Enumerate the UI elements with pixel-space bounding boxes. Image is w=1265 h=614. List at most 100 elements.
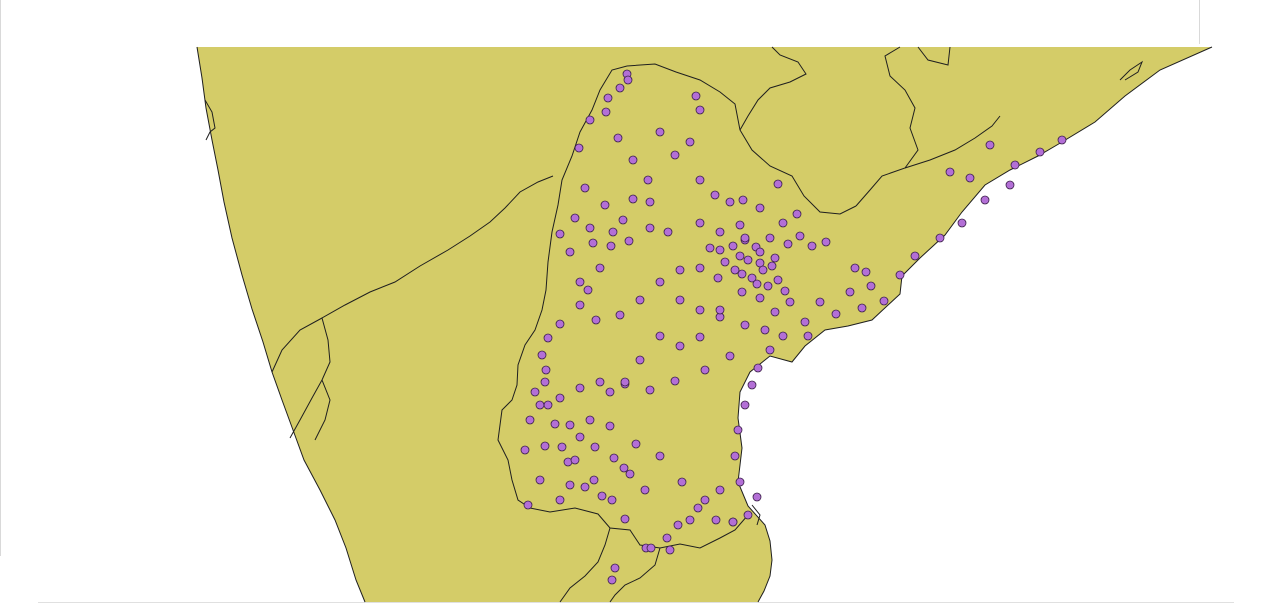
- map-point: [585, 223, 595, 233]
- map-point: [800, 317, 810, 327]
- map-point: [675, 295, 685, 305]
- boundary-telangana-north: [626, 63, 857, 215]
- map-point: [670, 376, 680, 386]
- map-point: [700, 365, 710, 375]
- map-point: [857, 303, 867, 313]
- map-point: [608, 227, 618, 237]
- map-point: [821, 237, 831, 247]
- map-point: [601, 107, 611, 117]
- map-point: [550, 419, 560, 429]
- map-point: [770, 307, 780, 317]
- map-point: [555, 319, 565, 329]
- map-point: [610, 563, 620, 573]
- map-point: [535, 475, 545, 485]
- map-point: [595, 263, 605, 273]
- map-point: [945, 167, 955, 177]
- map-point: [635, 295, 645, 305]
- map-point: [758, 265, 768, 275]
- map-point: [631, 439, 641, 449]
- map-point: [618, 215, 628, 225]
- map-point: [607, 575, 617, 585]
- map-point: [665, 545, 675, 555]
- map-point: [543, 333, 553, 343]
- map-point: [677, 477, 687, 487]
- map-point: [675, 341, 685, 351]
- map-point: [535, 400, 545, 410]
- map-point: [580, 482, 590, 492]
- map-point: [685, 137, 695, 147]
- map-point: [795, 231, 805, 241]
- map-point: [591, 315, 601, 325]
- boundary-odisha-south: [855, 46, 919, 207]
- map-point: [670, 150, 680, 160]
- map-point: [715, 485, 725, 495]
- map-point: [737, 269, 747, 279]
- map-point: [623, 75, 633, 85]
- map-point: [705, 243, 715, 253]
- map-point: [605, 421, 615, 431]
- map-point: [609, 453, 619, 463]
- map-point: [606, 241, 616, 251]
- map-point: [725, 197, 735, 207]
- map-point: [590, 442, 600, 452]
- map-point: [607, 495, 617, 505]
- map-point: [695, 263, 705, 273]
- map-point: [861, 267, 871, 277]
- map-point: [643, 175, 653, 185]
- coastline-east: [737, 46, 1213, 603]
- map-point: [583, 285, 593, 295]
- map-point: [743, 510, 753, 520]
- map-point: [845, 287, 855, 297]
- map-point: [720, 257, 730, 267]
- map-point: [619, 463, 629, 473]
- map-point: [589, 475, 599, 485]
- map-point: [574, 143, 584, 153]
- state-boundaries: [196, 46, 1213, 603]
- map-point: [557, 442, 567, 452]
- map-point: [1057, 135, 1067, 145]
- map-point: [778, 331, 788, 341]
- map-point: [747, 273, 757, 283]
- map-point: [575, 300, 585, 310]
- map-point: [728, 241, 738, 251]
- map-point: [645, 223, 655, 233]
- map-point: [755, 247, 765, 257]
- map-point: [783, 239, 793, 249]
- map-point: [663, 227, 673, 237]
- map-point: [655, 331, 665, 341]
- map-point: [540, 441, 550, 451]
- map-point: [585, 415, 595, 425]
- coastline-west: [196, 46, 366, 603]
- map-point: [580, 183, 590, 193]
- map-point: [735, 220, 745, 230]
- map-point: [646, 543, 656, 553]
- map-point: [603, 93, 613, 103]
- map-point: [773, 179, 783, 189]
- map-point: [765, 345, 775, 355]
- map-point: [605, 387, 615, 397]
- map-point: [935, 233, 945, 243]
- boundary-karnataka-north: [271, 317, 323, 373]
- map-point: [595, 377, 605, 387]
- map-point: [740, 320, 750, 330]
- map-point: [715, 227, 725, 237]
- map-point: [780, 286, 790, 296]
- map-point: [655, 451, 665, 461]
- map-point: [740, 233, 750, 243]
- map-point: [624, 236, 634, 246]
- map-point: [850, 263, 860, 273]
- map-point: [765, 233, 775, 243]
- map-point: [523, 500, 533, 510]
- coast-detail-north-east: [1119, 60, 1144, 81]
- map-point: [807, 241, 817, 251]
- map-point: [737, 287, 747, 297]
- map-point: [620, 377, 630, 387]
- map-point: [645, 385, 655, 395]
- map-point: [541, 365, 551, 375]
- map-point: [752, 492, 762, 502]
- map-point: [767, 261, 777, 271]
- map-point: [752, 279, 762, 289]
- boundary-tamilnadu-north: [559, 527, 611, 603]
- boundary-odisha-inner: [917, 46, 951, 66]
